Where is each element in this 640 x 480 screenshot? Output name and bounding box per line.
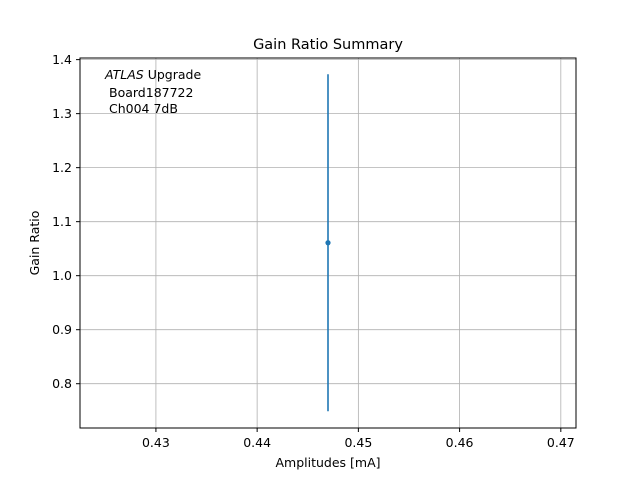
- y-axis-label: Gain Ratio: [27, 211, 42, 276]
- annotation-line-1: ATLAS Upgrade: [104, 67, 201, 82]
- data-point: [325, 240, 331, 246]
- annotation-line-3: Ch004 7dB: [109, 101, 178, 116]
- y-tick-label: 1.2: [52, 160, 72, 175]
- y-tick-label: 1.0: [52, 268, 72, 283]
- plot-frame: [79, 57, 577, 429]
- y-tick-label: 0.9: [52, 322, 72, 337]
- x-tick-label: 0.44: [243, 435, 271, 450]
- data-series: [325, 74, 331, 412]
- y-tick-label: 1.1: [52, 214, 72, 229]
- x-axis-label: Amplitudes [mA]: [275, 455, 380, 470]
- annotation-upgrade: Upgrade: [144, 67, 202, 82]
- annotation-atlas: ATLAS: [104, 67, 144, 82]
- x-tick-label: 0.47: [547, 435, 575, 450]
- x-tick-label: 0.45: [344, 435, 372, 450]
- y-tick-label: 1.3: [52, 106, 72, 121]
- x-tick-label: 0.46: [446, 435, 474, 450]
- y-tick-label: 0.8: [52, 376, 72, 391]
- y-tick-label: 1.4: [52, 52, 72, 67]
- annotation-line-2: Board187722: [109, 85, 193, 100]
- x-tick-label: 0.43: [142, 435, 170, 450]
- chart-title: Gain Ratio Summary: [253, 37, 403, 53]
- axis-ticks: 0.43 0.44 0.45 0.46 0.47 0.8 0.9 1.0 1.1 1.2 1.3 1.…: [52, 52, 575, 450]
- annotation-box: ATLAS Upgrade Board187722 Ch004 7dB: [104, 67, 201, 116]
